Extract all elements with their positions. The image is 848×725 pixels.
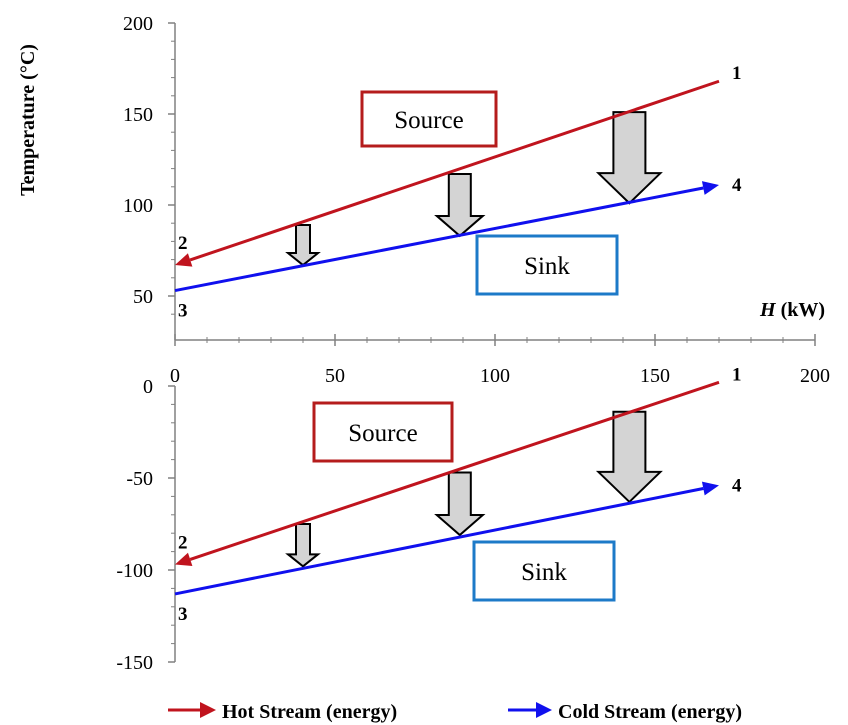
bottom-cold-stream-arrowhead: [701, 481, 719, 496]
chart-marks: Source Sink 1 2 3 4 Source Sink 1 2 3 4: [174, 63, 742, 625]
bottom-heat-arrow-1: [434, 471, 486, 537]
bottom-y-tick-label-3: -150: [116, 652, 153, 674]
x-tick-label-0: 0: [170, 365, 180, 387]
top-point-label-3: 3: [178, 301, 188, 322]
bottom-y-tick-label-2: -100: [116, 560, 153, 582]
bottom-cold-stream-line: [174, 487, 704, 596]
legend-cold-label: Cold Stream (energy): [558, 701, 742, 723]
top-y-tick-label-2: 150: [123, 104, 153, 126]
legend: Hot Stream (energy) Cold Stream (energy): [168, 701, 742, 723]
top-source-label: Source: [394, 107, 463, 134]
bottom-point-label-2: 2: [178, 532, 188, 553]
top-sink-label: Sink: [524, 253, 570, 280]
x-axis-title-italic: H: [759, 299, 777, 321]
bottom-y-tick-label-1: -50: [126, 468, 153, 490]
legend-cold-arrow-icon: [508, 702, 552, 718]
top-cold-stream-line: [174, 186, 704, 293]
top-point-label-4: 4: [732, 175, 742, 196]
top-heat-arrow-0: [285, 224, 321, 267]
top-point-label-2: 2: [178, 233, 188, 254]
y-axis-title: Temperature (°C): [17, 44, 39, 196]
legend-hot-arrow-head: [200, 702, 216, 718]
x-tick-label-2: 100: [480, 365, 510, 387]
top-cold-stream-arrowhead: [701, 181, 719, 195]
top-sink-box: [475, 234, 619, 296]
bottom-heat-arrow-0: [285, 523, 321, 568]
top-y-tick-label-3: 200: [123, 13, 153, 35]
top-y-tick-label-1: 100: [123, 195, 153, 217]
x-tick-label-4: 200: [800, 365, 830, 387]
legend-entry-cold: Cold Stream (energy): [508, 701, 742, 723]
top-hot-stream-line: [189, 79, 720, 262]
top-source-box: [360, 90, 498, 148]
bottom-hot-stream-arrowhead: [175, 552, 193, 567]
x-axis-title: H (kW): [759, 299, 825, 321]
top-point-label-1: 1: [732, 63, 742, 84]
bottom-point-label-3: 3: [178, 604, 188, 625]
legend-hot-arrow-icon: [168, 702, 216, 718]
x-tick-label-1: 50: [325, 365, 345, 387]
bottom-hot-stream-line: [189, 380, 720, 561]
bottom-sink-box: [472, 540, 616, 602]
top-hot-stream-arrowhead: [175, 253, 193, 267]
bottom-point-label-1: 1: [732, 364, 742, 385]
axes: 0 50 100 150 200 50 100 150 200 0 -50 -100 -150: [116, 13, 830, 674]
bottom-heat-arrow-2: [595, 410, 663, 504]
bottom-source-label: Source: [348, 420, 417, 447]
top-heat-arrow-2: [595, 111, 663, 205]
bottom-point-label-4: 4: [732, 475, 742, 496]
x-tick-label-3: 150: [640, 365, 670, 387]
top-heat-arrow-1: [434, 173, 486, 238]
legend-cold-arrow-head: [536, 702, 552, 718]
bottom-sink-label: Sink: [521, 559, 567, 586]
legend-hot-label: Hot Stream (energy): [222, 701, 397, 723]
legend-entry-hot: Hot Stream (energy): [168, 701, 397, 723]
top-y-tick-label-0: 50: [133, 286, 153, 308]
x-axis-title-unit: (kW): [776, 299, 825, 321]
bottom-source-box: [312, 401, 454, 463]
bottom-y-tick-label-0: 0: [143, 376, 153, 398]
